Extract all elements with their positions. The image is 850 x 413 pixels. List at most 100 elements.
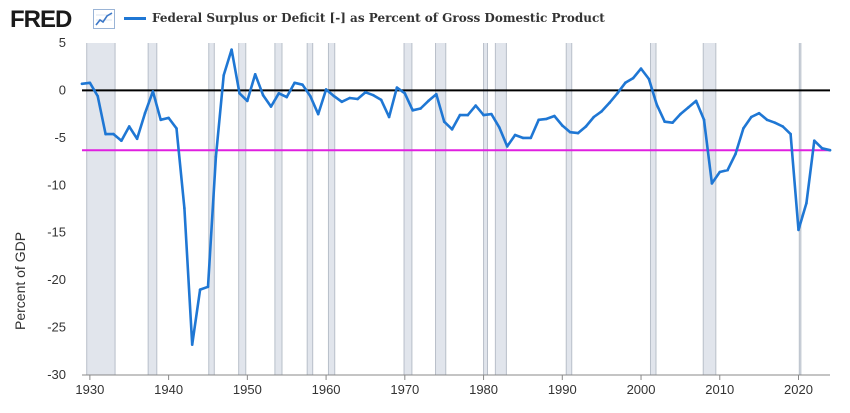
data-point [143,111,147,115]
data-point [450,128,454,131]
data-point [608,101,611,105]
data-point [348,96,352,100]
recession-band [328,43,335,375]
data-point [277,91,281,95]
data-point [757,111,761,115]
data-point [261,93,265,97]
x-tick-label: 1960 [312,382,341,397]
x-tick-label: 2000 [627,382,656,397]
data-point [623,81,627,85]
data-point [773,121,777,124]
x-tick-label: 1950 [233,382,262,397]
data-point [230,48,233,51]
x-tick-label: 1940 [154,382,183,397]
data-point [419,107,422,110]
data-point [655,103,659,106]
data-point [104,132,107,136]
data-point [576,131,580,135]
recession-band [495,43,507,375]
data-point [340,100,344,104]
data-point [356,97,359,101]
chart-header: FRED Federal Surplus or Deficit [-] as P… [0,0,850,36]
recession-band [566,43,572,375]
data-point [529,136,533,140]
data-point [253,73,257,76]
y-tick-label: 0 [59,82,66,97]
recession-band [703,43,716,375]
reference-lines [82,89,830,152]
data-point [805,202,808,205]
x-tick-label: 1980 [469,382,498,397]
data-point [789,132,792,136]
data-point [592,115,596,119]
data-point [537,118,540,122]
data-point [631,76,635,80]
data-point [616,91,619,95]
data-point [190,343,194,346]
data-point [505,145,509,148]
chart-legend[interactable]: Federal Surplus or Deficit [-] as Percen… [124,11,605,25]
data-point [797,228,800,232]
data-point [734,152,737,156]
y-tick-label: -15 [47,225,66,240]
data-point [482,113,485,117]
data-point [411,109,414,112]
x-tick-label: 2010 [705,382,734,397]
recession-band [86,43,116,375]
data-point [647,77,651,81]
y-tick-label: 5 [59,35,66,50]
data-point [206,285,210,289]
x-tick-label: 2020 [784,382,813,397]
data-point [316,112,320,116]
x-tick-label: 1970 [390,382,419,397]
series-line [80,48,832,346]
data-point [726,168,729,172]
data-point [238,91,241,95]
data-point [671,121,674,124]
data-point [442,120,446,124]
data-point [332,94,336,98]
data-point [379,98,383,102]
trend-chart-icon [93,9,115,29]
data-point [545,117,548,121]
data-point [372,93,375,97]
data-point [694,99,698,103]
recession-band [148,43,157,375]
data-point [88,81,92,85]
x-tick-label: 1930 [75,382,104,397]
data-point [127,125,131,128]
data-point [639,67,643,70]
data-point [112,132,115,136]
recession-band [483,43,488,375]
data-point [828,148,832,152]
data-point [560,124,564,127]
recession-band [799,43,801,375]
data-point [175,127,178,130]
data-point [781,125,785,128]
data-point [568,130,572,134]
fred-logo[interactable]: FRED [10,6,72,33]
data-point [285,95,289,99]
recession-band [274,43,282,375]
data-point [159,118,163,122]
data-point [663,120,666,124]
y-tick-label: -20 [47,272,66,287]
tick-labels: 1930 1940 1950 1960 1970 1980 1990 2000 2010 2020… [47,35,813,397]
data-point [151,90,155,93]
data-point [214,155,218,159]
data-point [600,109,603,113]
data-point [427,99,430,103]
data-point [309,94,312,98]
data-point [498,126,501,129]
data-point [96,94,100,98]
recession-band [238,43,246,375]
data-point [301,83,304,87]
data-point [403,91,407,95]
data-point [364,91,367,94]
data-point [183,206,186,210]
data-point [584,125,588,128]
x-tick-label: 1990 [548,382,577,397]
data-point [553,114,556,118]
y-tick-label: -25 [47,320,66,335]
